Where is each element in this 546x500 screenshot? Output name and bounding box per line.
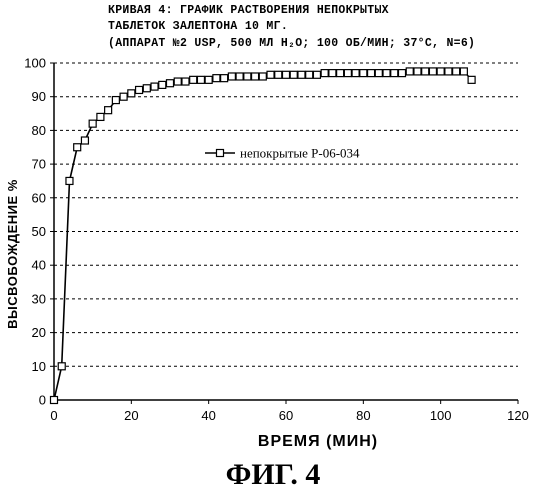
data-point bbox=[422, 68, 429, 75]
x-axis-label: ВРЕМЯ (МИН) bbox=[258, 433, 378, 450]
data-point bbox=[190, 76, 197, 83]
x-tick-label-40: 40 bbox=[201, 408, 215, 423]
data-point bbox=[244, 73, 251, 80]
data-point bbox=[414, 68, 421, 75]
data-point bbox=[128, 90, 135, 97]
legend-label: непокрытые Р-06-034 bbox=[240, 146, 360, 161]
y-tick-label-0: 0 bbox=[39, 393, 46, 408]
data-point bbox=[97, 113, 104, 120]
data-point bbox=[468, 76, 475, 83]
data-point bbox=[429, 68, 436, 75]
y-tick-label-50: 50 bbox=[32, 224, 46, 239]
data-point bbox=[391, 70, 398, 77]
data-point bbox=[167, 80, 174, 87]
data-point bbox=[228, 73, 235, 80]
y-tick-label-100: 100 bbox=[24, 56, 46, 71]
data-point bbox=[375, 70, 382, 77]
data-point bbox=[182, 78, 189, 85]
data-point bbox=[51, 397, 58, 404]
x-tick-label-60: 60 bbox=[279, 408, 293, 423]
data-point bbox=[313, 71, 320, 78]
y-tick-label-80: 80 bbox=[32, 123, 46, 138]
data-point bbox=[306, 71, 313, 78]
y-tick-label-40: 40 bbox=[32, 258, 46, 273]
data-point bbox=[290, 71, 297, 78]
data-point bbox=[453, 68, 460, 75]
data-point bbox=[360, 70, 367, 77]
data-point bbox=[437, 68, 444, 75]
data-point bbox=[151, 83, 158, 90]
data-point bbox=[143, 85, 150, 92]
y-tick-label-90: 90 bbox=[32, 89, 46, 104]
data-point bbox=[283, 71, 290, 78]
axes bbox=[50, 63, 518, 404]
x-tick-label-100: 100 bbox=[430, 408, 452, 423]
y-tick-label-20: 20 bbox=[32, 325, 46, 340]
data-point bbox=[383, 70, 390, 77]
series-line bbox=[54, 71, 472, 400]
data-point bbox=[321, 70, 328, 77]
data-point bbox=[329, 70, 336, 77]
data-point bbox=[275, 71, 282, 78]
data-point bbox=[337, 70, 344, 77]
x-tick-labels: 0 20 40 60 80 100 120 bbox=[50, 408, 528, 423]
y-axis-label: ВЫСВОБОЖДЕНИЕ % bbox=[5, 179, 20, 329]
data-point bbox=[445, 68, 452, 75]
data-point bbox=[197, 76, 204, 83]
data-point bbox=[112, 97, 119, 104]
x-tick-label-80: 80 bbox=[356, 408, 370, 423]
data-point bbox=[89, 120, 96, 127]
data-point bbox=[267, 71, 274, 78]
data-point bbox=[159, 81, 166, 88]
data-point bbox=[81, 137, 88, 144]
figure-caption: ФИГ. 4 bbox=[0, 458, 546, 492]
y-tick-labels: 0 10 20 30 40 50 60 70 80 90 100 bbox=[24, 56, 46, 408]
data-point bbox=[352, 70, 359, 77]
data-point bbox=[205, 76, 212, 83]
data-point bbox=[105, 107, 112, 114]
data-point bbox=[298, 71, 305, 78]
data-point bbox=[213, 75, 220, 82]
data-point bbox=[236, 73, 243, 80]
data-point bbox=[66, 177, 73, 184]
data-point bbox=[58, 363, 65, 370]
grid-lines bbox=[54, 63, 518, 366]
series-layer bbox=[51, 68, 476, 404]
data-point bbox=[221, 75, 228, 82]
data-point bbox=[460, 68, 467, 75]
data-point bbox=[136, 86, 143, 93]
data-point bbox=[399, 70, 406, 77]
x-tick-label-20: 20 bbox=[124, 408, 138, 423]
data-point bbox=[252, 73, 259, 80]
y-tick-label-60: 60 bbox=[32, 190, 46, 205]
legend-marker bbox=[217, 150, 224, 157]
x-tick-label-120: 120 bbox=[507, 408, 529, 423]
data-point bbox=[120, 93, 127, 100]
data-point bbox=[406, 68, 413, 75]
data-point bbox=[74, 144, 81, 151]
data-point bbox=[344, 70, 351, 77]
data-point bbox=[174, 78, 181, 85]
data-point bbox=[259, 73, 266, 80]
y-tick-label-10: 10 bbox=[32, 359, 46, 374]
data-point bbox=[368, 70, 375, 77]
x-tick-label-0: 0 bbox=[50, 408, 57, 423]
y-tick-label-30: 30 bbox=[32, 291, 46, 306]
legend: непокрытые Р-06-034 bbox=[205, 146, 360, 161]
y-tick-label-70: 70 bbox=[32, 157, 46, 172]
